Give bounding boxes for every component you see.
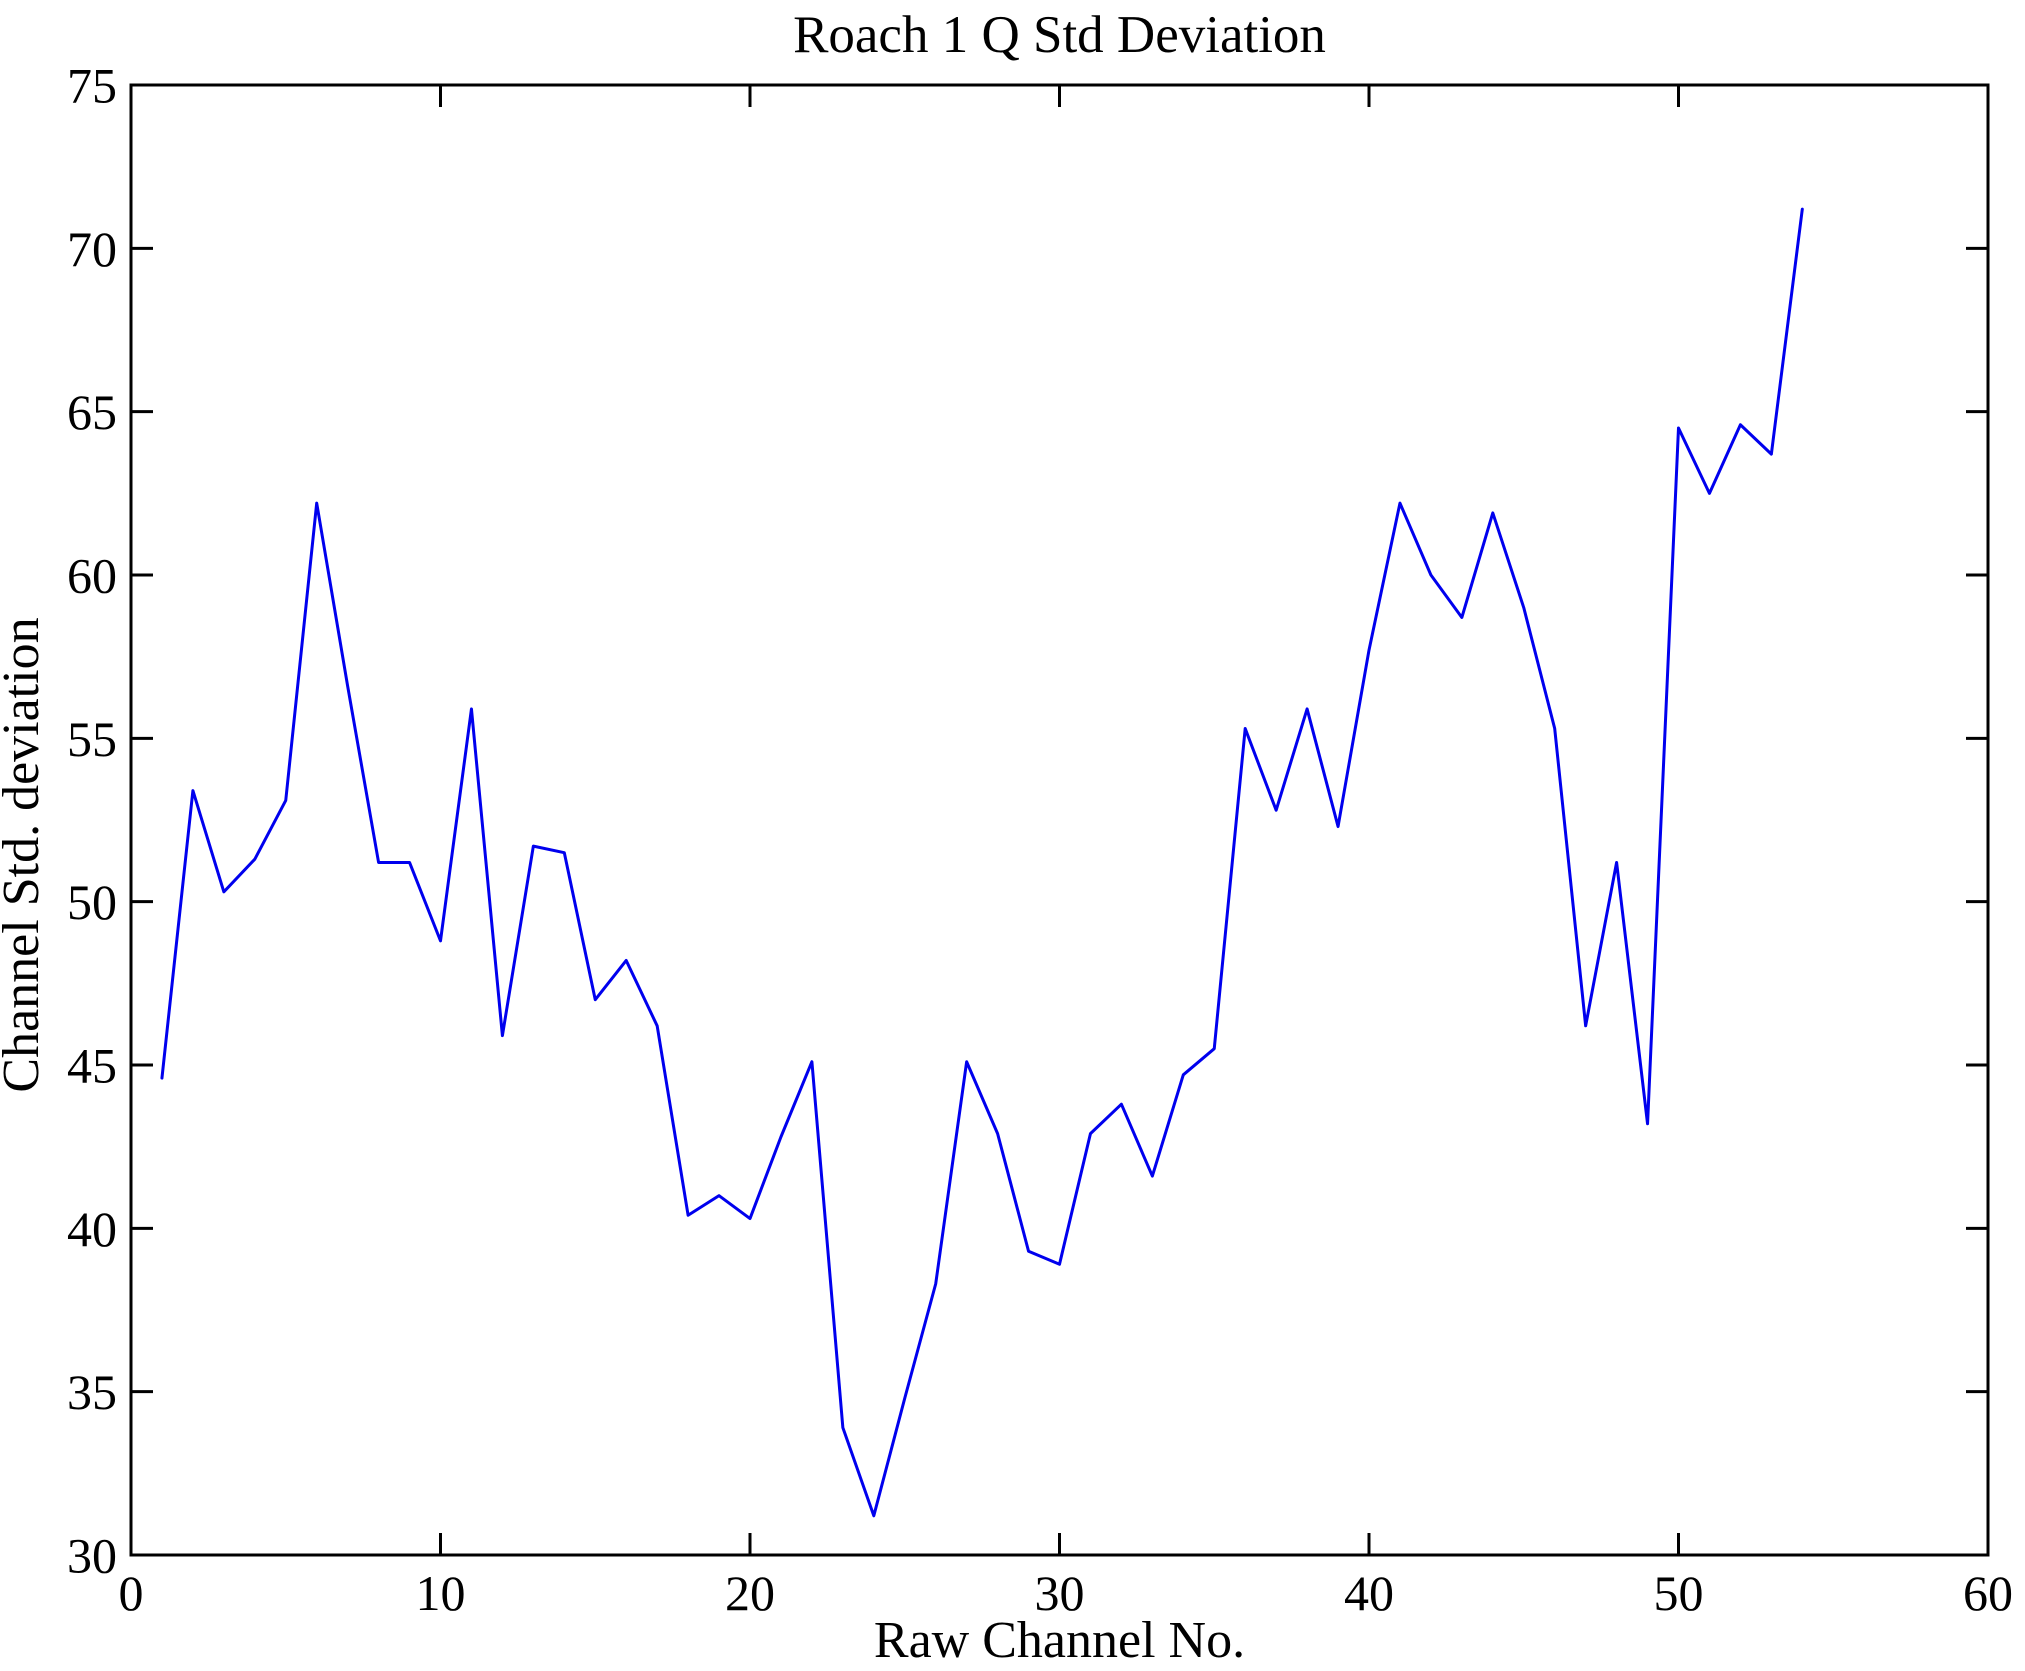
chart-title: Roach 1 Q Std Deviation: [793, 6, 1326, 64]
x-tick-label: 10: [416, 1565, 466, 1621]
y-tick-labels: 30 35 40 45 50 55 60 65 70 75: [67, 58, 117, 1584]
plot-frame: [129, 83, 1990, 1557]
data-series-line: [160, 207, 1804, 1518]
x-tick-labels: 0 10 20 30 40 50 60: [119, 1565, 2014, 1621]
x-tick-label: 30: [1035, 1565, 1085, 1621]
y-tick-label: 55: [67, 711, 117, 767]
x-tick-label: 50: [1654, 1565, 1704, 1621]
x-tick-label: 60: [1963, 1565, 2013, 1621]
y-tick-label: 40: [67, 1201, 117, 1257]
x-axis-label: Raw Channel No.: [874, 1612, 1245, 1669]
y-tick-label: 75: [67, 58, 117, 114]
y-tick-label: 45: [67, 1038, 117, 1094]
y-tick-label: 50: [67, 874, 117, 930]
y-tick-label: 70: [67, 221, 117, 277]
y-tick-label: 35: [67, 1364, 117, 1420]
x-tick-label: 0: [119, 1565, 144, 1621]
y-axis-label: Channel Std. deviation: [0, 617, 50, 1092]
axis-ticks: [129, 83, 1990, 1557]
y-tick-label: 65: [67, 384, 117, 440]
x-tick-label: 40: [1344, 1565, 1394, 1621]
x-tick-label: 20: [725, 1565, 775, 1621]
y-tick-label: 30: [67, 1528, 117, 1584]
y-tick-label: 60: [67, 548, 117, 604]
